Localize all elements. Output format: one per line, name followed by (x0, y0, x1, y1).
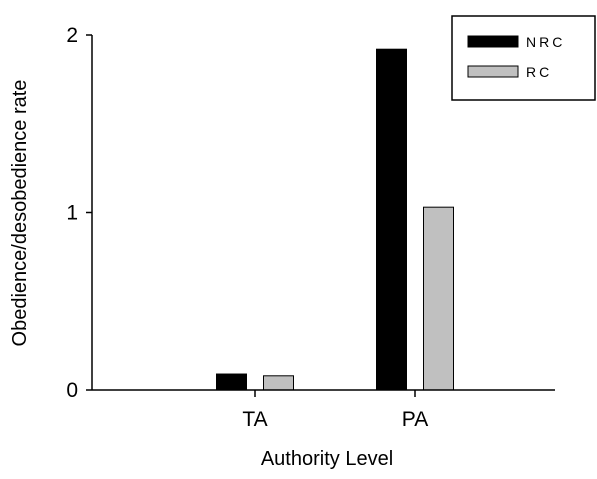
bar-nrc-ta (216, 373, 247, 391)
legend-label-nrc: NRC (526, 34, 565, 50)
y-tick-label: 2 (66, 24, 78, 47)
bar-rc-pa (423, 206, 454, 391)
bar-nrc-pa (376, 48, 407, 391)
legend: NRC RC (451, 15, 596, 101)
bar-rc-ta (263, 375, 294, 391)
x-axis-title: Authority Level (261, 448, 393, 470)
legend-box (451, 15, 596, 101)
x-tick-label: PA (402, 408, 428, 431)
y-tick-label: 1 (66, 202, 78, 225)
axes-layer: 0 1 2 TA PA (66, 24, 555, 431)
legend-swatch-rc (467, 65, 519, 78)
legend-label-rc: RC (526, 64, 552, 80)
y-tick-label: 0 (66, 379, 78, 402)
y-axis-title: Obedience/desobedience rate (9, 80, 31, 347)
x-tick-label: TA (242, 408, 267, 431)
legend-swatch-nrc (467, 35, 519, 48)
bars-layer (216, 48, 454, 391)
